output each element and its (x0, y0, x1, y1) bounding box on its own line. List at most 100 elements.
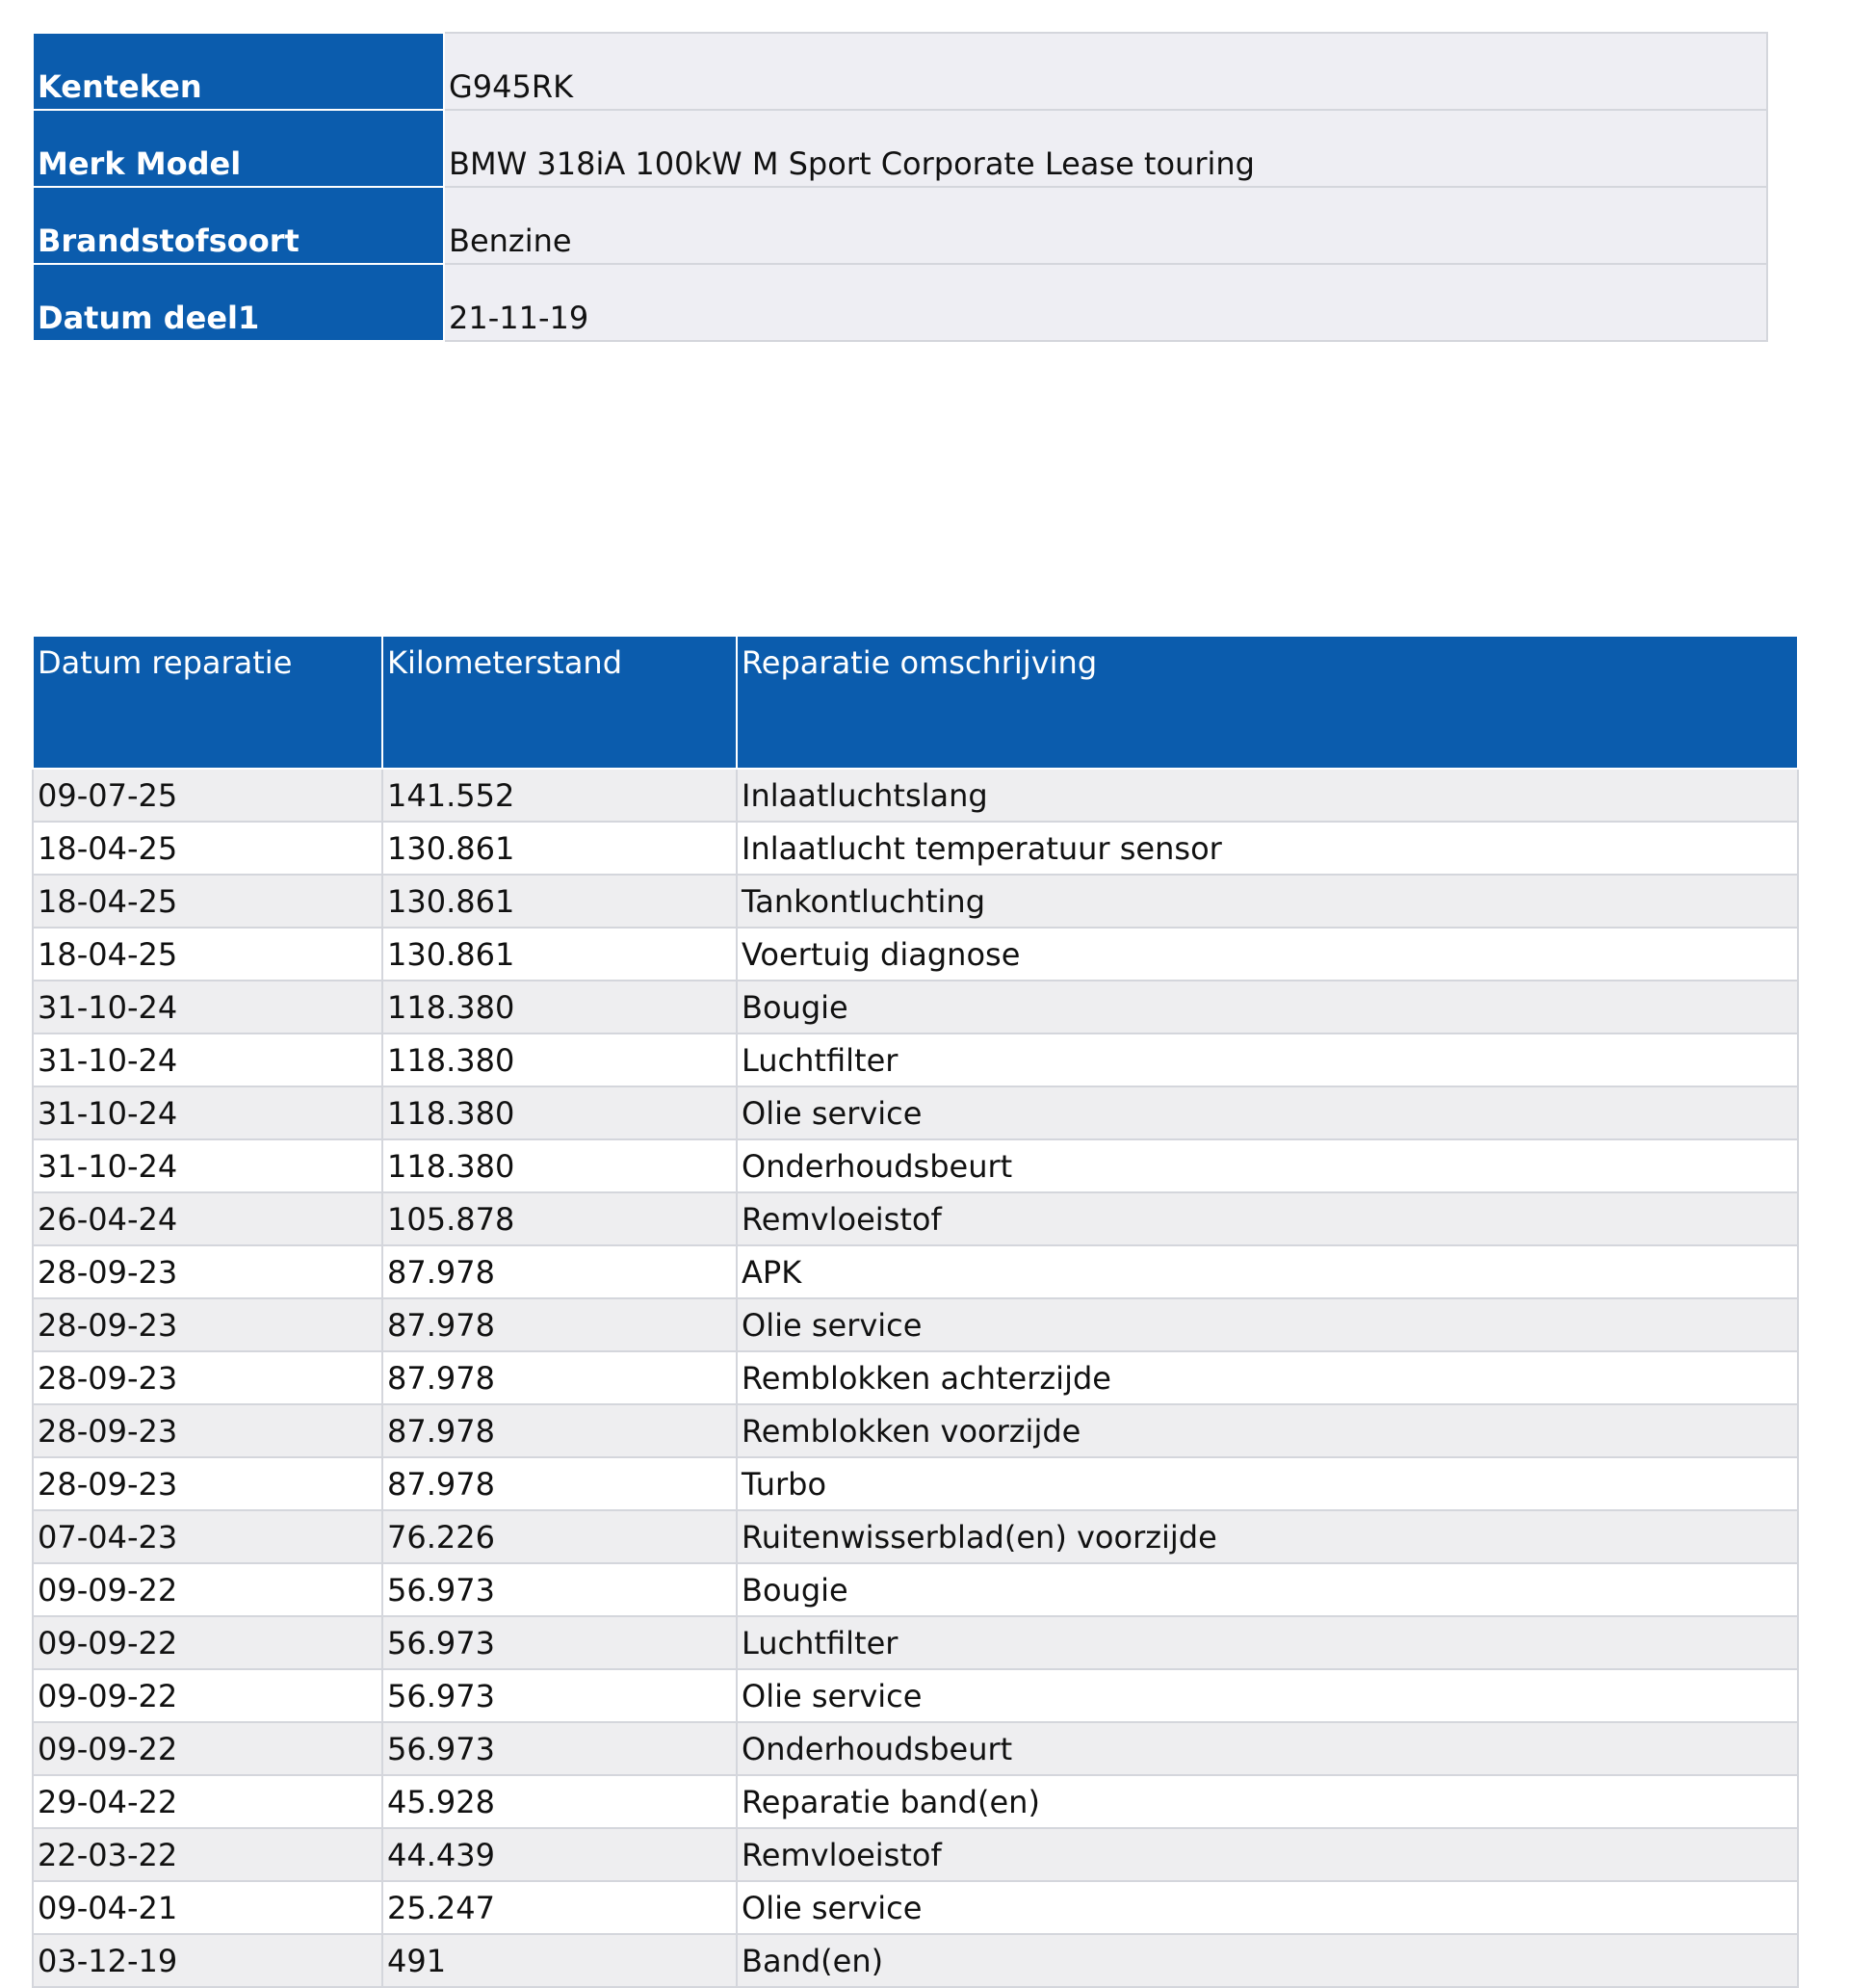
column-header: Datum reparatie (32, 635, 383, 770)
cell: Remblokken achterzijde (736, 1350, 1799, 1405)
cell: 25.247 (381, 1880, 738, 1935)
repair-row: 31-10-24 118.380 Olie service (32, 1086, 1799, 1140)
info-row: Merk Model BMW 318iA 100kW M Sport Corpor… (32, 109, 1768, 188)
cell: 56.973 (381, 1615, 738, 1670)
cell: 130.861 (381, 821, 738, 876)
cell: Onderhoudsbeurt (736, 1138, 1799, 1193)
cell: Remblokken voorzijde (736, 1403, 1799, 1458)
cell: Inlaatlucht temperatuur sensor (736, 821, 1799, 876)
cell: 31-10-24 (32, 980, 383, 1034)
cell: 87.978 (381, 1403, 738, 1458)
cell: 56.973 (381, 1721, 738, 1776)
cell: 31-10-24 (32, 1086, 383, 1140)
cell: Olie service (736, 1668, 1799, 1723)
repair-row: 28-09-23 87.978 Olie service (32, 1297, 1799, 1352)
cell: 87.978 (381, 1350, 738, 1405)
info-row: Brandstofsoort Benzine (32, 186, 1768, 265)
cell: Bougie (736, 1562, 1799, 1617)
cell: 87.978 (381, 1456, 738, 1511)
cell: Voertuig diagnose (736, 927, 1799, 981)
repair-row: 28-09-23 87.978 Remblokken voorzijde (32, 1403, 1799, 1458)
cell: 105.878 (381, 1191, 738, 1246)
cell: Onderhoudsbeurt (736, 1721, 1799, 1776)
vehicle-table: Kenteken G945RK Merk Model BMW 318iA 100kW … (32, 32, 1768, 342)
cell: 09-09-22 (32, 1721, 383, 1776)
repair-row: 07-04-23 76.226 Ruitenwisserblad(en) voorz… (32, 1509, 1799, 1564)
cell: 56.973 (381, 1668, 738, 1723)
cell: Remvloeistof (736, 1191, 1799, 1246)
cell: 28-09-23 (32, 1403, 383, 1458)
cell: 29-04-22 (32, 1774, 383, 1829)
cell: 44.439 (381, 1827, 738, 1882)
cell: Band(en) (736, 1933, 1799, 1988)
repair-row: 22-03-22 44.439 Remvloeistof (32, 1827, 1799, 1882)
cell: 45.928 (381, 1774, 738, 1829)
cell: 09-07-25 (32, 768, 383, 823)
repair-row: 09-09-22 56.973 Bougie (32, 1562, 1799, 1617)
cell: 03-12-19 (32, 1933, 383, 1988)
info-label: Datum deel1 (32, 263, 445, 342)
cell: Inlaatluchtslang (736, 768, 1799, 823)
cell: 28-09-23 (32, 1456, 383, 1511)
repair-row: 28-09-23 87.978 Turbo (32, 1456, 1799, 1511)
info-label: Brandstofsoort (32, 186, 445, 265)
repair-row: 09-04-21 25.247 Olie service (32, 1880, 1799, 1935)
cell: Tankontluchting (736, 874, 1799, 929)
repair-row: 09-09-22 56.973 Onderhoudsbeurt (32, 1721, 1799, 1776)
cell: 87.978 (381, 1297, 738, 1352)
cell: 130.861 (381, 927, 738, 981)
cell: 31-10-24 (32, 1138, 383, 1193)
cell: 141.552 (381, 768, 738, 823)
info-row: Kenteken G945RK (32, 32, 1768, 111)
cell: 18-04-25 (32, 874, 383, 929)
info-label: Kenteken (32, 32, 445, 111)
repair-row: 09-09-22 56.973 Olie service (32, 1668, 1799, 1723)
info-row: Datum deel1 21-11-19 (32, 263, 1768, 342)
cell: 87.978 (381, 1244, 738, 1299)
repair-row: 31-10-24 118.380 Luchtfilter (32, 1033, 1799, 1087)
repair-row: 31-10-24 118.380 Onderhoudsbeurt (32, 1138, 1799, 1193)
repair-row: 29-04-22 45.928 Reparatie band(en) (32, 1774, 1799, 1829)
repair-row: 28-09-23 87.978 APK (32, 1244, 1799, 1299)
cell: Reparatie band(en) (736, 1774, 1799, 1829)
cell: Olie service (736, 1086, 1799, 1140)
cell: 28-09-23 (32, 1244, 383, 1299)
cell: 18-04-25 (32, 927, 383, 981)
cell: 07-04-23 (32, 1509, 383, 1564)
cell: 130.861 (381, 874, 738, 929)
cell: 118.380 (381, 1086, 738, 1140)
column-header: Reparatie omschrijving (736, 635, 1799, 770)
column-header: Kilometerstand (381, 635, 738, 770)
cell: 26-04-24 (32, 1191, 383, 1246)
cell: 56.973 (381, 1562, 738, 1617)
cell: Ruitenwisserblad(en) voorzijde (736, 1509, 1799, 1564)
cell: 118.380 (381, 1033, 738, 1087)
repair-row: 18-04-25 130.861 Tankontluchting (32, 874, 1799, 929)
cell: 28-09-23 (32, 1350, 383, 1405)
repair-row: 26-04-24 105.878 Remvloeistof (32, 1191, 1799, 1246)
cell: 09-09-22 (32, 1668, 383, 1723)
cell: 28-09-23 (32, 1297, 383, 1352)
info-label: Merk Model (32, 109, 445, 188)
info-value: BMW 318iA 100kW M Sport Corporate Lease … (443, 109, 1768, 188)
cell: Remvloeistof (736, 1827, 1799, 1882)
cell: 22-03-22 (32, 1827, 383, 1882)
cell: Bougie (736, 980, 1799, 1034)
cell: 31-10-24 (32, 1033, 383, 1087)
repairs-table: Datum reparatie Kilometerstand Reparatie o… (32, 635, 1799, 1988)
repair-row: 09-07-25 141.552 Inlaatluchtslang (32, 768, 1799, 823)
cell: 09-04-21 (32, 1880, 383, 1935)
cell: 76.226 (381, 1509, 738, 1564)
cell: Luchtfilter (736, 1033, 1799, 1087)
cell: 118.380 (381, 980, 738, 1034)
repair-row: 18-04-25 130.861 Voertuig diagnose (32, 927, 1799, 981)
header-row: Datum reparatie Kilometerstand Reparatie o… (32, 635, 1799, 770)
info-value: Benzine (443, 186, 1768, 265)
info-value: G945RK (443, 32, 1768, 111)
repair-row: 18-04-25 130.861 Inlaatlucht temperatuur s… (32, 821, 1799, 876)
repair-row: 28-09-23 87.978 Remblokken achterzijde (32, 1350, 1799, 1405)
cell: 118.380 (381, 1138, 738, 1193)
cell: 09-09-22 (32, 1562, 383, 1617)
cell: APK (736, 1244, 1799, 1299)
